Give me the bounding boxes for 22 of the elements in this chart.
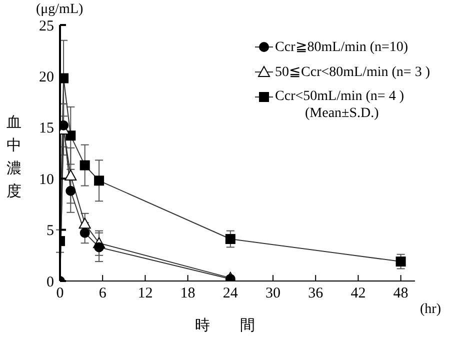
x-axis-title: 時 間 [195,316,255,335]
legend-label: Ccr≧80mL/min (n=10) [275,38,408,56]
annotation: (Mean±S.D.) [305,106,379,122]
x-tick-label: 6 [98,286,107,302]
y-axis-title: 血中濃度 [6,114,22,202]
x-tick-label: 48 [393,286,408,302]
y-tick-label: 10 [39,172,54,188]
y-tick-label: 15 [39,120,54,137]
legend-label: 50≦Ccr<80mL/min (n= 3 ) [275,64,430,80]
y-tick-label: 20 [39,70,54,86]
x-tick-label: 24 [222,286,238,302]
y-tick-label: 0 [46,274,54,290]
text: (μg/mL) [36,2,84,18]
legend-label: Ccr<50mL/min (n= 4 ) [275,88,404,104]
y-tick-label: 5 [46,223,54,240]
text: (hr) [420,302,441,318]
x-tick-label: 18 [180,286,196,302]
x-tick-label: 36 [308,286,324,302]
x-tick-label: 12 [138,286,153,302]
x-tick-label: 30 [266,286,280,302]
x-tick-label: 42 [350,286,366,302]
y-tick-label: 25 [39,18,54,34]
